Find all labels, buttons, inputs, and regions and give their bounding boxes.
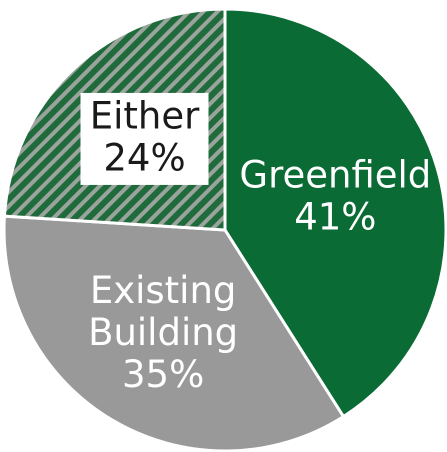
pie-slice-existing-building — [2, 214, 346, 452]
slice-value-existing-building: 35% — [122, 353, 204, 396]
slice-value-greenfield: 41% — [294, 195, 376, 238]
slices-layer — [2, 7, 447, 452]
slice-name-existing-building: Existing — [90, 269, 237, 312]
slice-name-greenfield: Greenfield — [239, 153, 431, 196]
label-box-either — [80, 92, 209, 185]
labels-layer: Greenfield41%ExistingBuilding35%Either24… — [80, 92, 431, 396]
slice-name-either: Either — [90, 94, 200, 137]
slice-name-existing-building: Building — [88, 311, 238, 354]
slice-value-either: 24% — [103, 136, 185, 179]
